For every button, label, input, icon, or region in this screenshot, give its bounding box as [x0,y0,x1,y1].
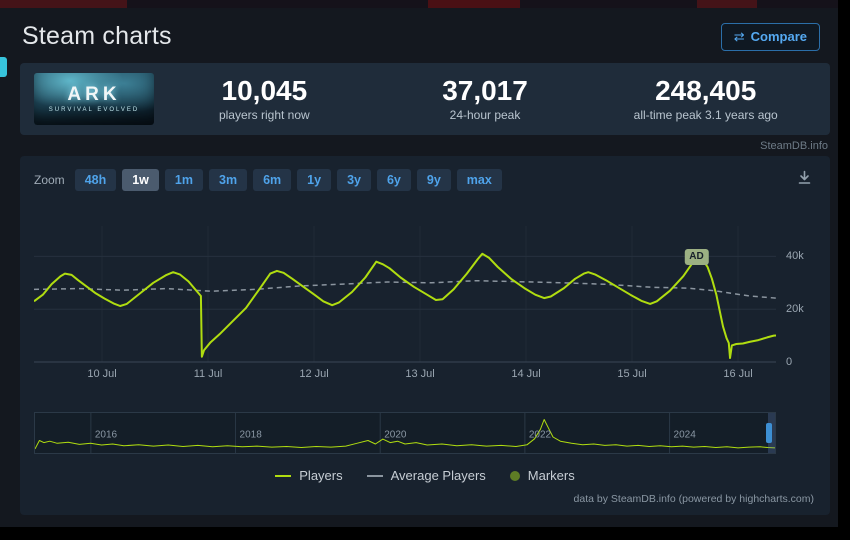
markers-dot-swatch [509,470,520,481]
zoom-buttons: 48h 1w 1m 3m 6m 1y 3y 6y 9y max [74,169,502,191]
legend-markers-label: Markers [527,468,575,483]
browser-artifact [0,0,127,8]
zoom-button-6y[interactable]: 6y [376,169,411,191]
legend-players[interactable]: Players [275,468,343,483]
zoom-button-1w[interactable]: 1w [122,169,159,191]
main-chart-area: AD 10 Jul 11 Jul 12 Jul 13 Jul 14 Jul 15 Jul 1… [34,226,816,388]
page-content: Steam charts ⇄ Compare ARK SURVIVAL EVOL… [20,8,830,515]
stat-current-players: 10,045 players right now [154,74,375,123]
zoom-label: Zoom [34,173,65,187]
zoom-button-6m[interactable]: 6m [253,169,292,191]
left-edge-tab[interactable] [0,57,7,77]
average-line-swatch [366,474,383,477]
browser-artifact [428,0,520,8]
x-axis-label: 10 Jul [87,368,117,380]
players-chart-svg [34,226,776,366]
y-axis-label: 40k [786,250,804,263]
compare-button[interactable]: ⇄ Compare [720,22,820,51]
navigator-svg [35,413,775,453]
navigator-spacer [776,412,816,454]
stat-24h-peak: 37,017 24-hour peak [375,74,596,123]
x-axis-label: 16 Jul [723,368,753,380]
legend-average-label: Average Players [390,468,486,483]
zoom-button-1m[interactable]: 1m [164,169,203,191]
steamdb-page: Steam charts ⇄ Compare ARK SURVIVAL EVOL… [0,0,838,527]
navigator-year-label: 2016 [94,429,118,441]
stat-value-alltime: 248,405 [655,74,757,106]
x-axis-label: 13 Jul [405,368,435,380]
zoom-button-3y[interactable]: 3y [337,169,371,191]
navigator-area: 2016 2018 2020 2022 2024 [34,412,816,454]
navigator-year-label: 2020 [384,429,407,441]
zoom-button-max[interactable]: max [456,169,502,191]
chart-markers-layer: AD [34,226,776,366]
steamdb-watermark: SteamDB.info [760,140,828,152]
main-chart[interactable]: AD 10 Jul 11 Jul 12 Jul 13 Jul 14 Jul 15 Jul 1… [34,226,776,388]
x-axis-label: 14 Jul [511,368,541,380]
x-axis-labels: 10 Jul 11 Jul 12 Jul 13 Jul 14 Jul 15 Jul 16 J… [34,368,776,388]
compare-icon: ⇄ [733,28,745,44]
x-axis-label: 11 Jul [193,368,223,380]
stat-value-current: 10,045 [221,74,308,106]
navigator[interactable]: 2016 2018 2020 2022 2024 [34,412,776,454]
chart-credits: data by SteamDB.info (powered by highcha… [573,493,814,505]
stat-caption-24h: 24-hour peak [449,108,521,123]
navigator-year-label: 2018 [239,429,262,441]
browser-artifact-strip [0,0,838,8]
zoom-button-48h[interactable]: 48h [74,169,117,191]
navigator-year-label: 2022 [528,429,552,441]
download-icon[interactable] [793,168,816,192]
navigator-handle[interactable] [766,423,773,443]
stat-value-24h: 37,017 [442,74,528,106]
x-axis-label: 15 Jul [617,368,647,380]
y-axis-labels: 0 20k 40k [776,226,816,368]
zoom-button-9y[interactable]: 9y [416,169,451,191]
stat-caption-current: players right now [218,108,310,123]
zoom-button-1y[interactable]: 1y [297,169,332,191]
compare-label: Compare [750,29,807,44]
legend-average-players[interactable]: Average Players [366,468,486,483]
game-capsule-image[interactable]: ARK SURVIVAL EVOLVED [34,73,154,125]
stat-caption-alltime: all-time peak 3.1 years ago [633,108,778,123]
zoom-row: Zoom 48h 1w 1m 3m 6m 1y 3y 6y 9y max [34,168,816,192]
x-axis-label: 12 Jul [299,368,329,380]
game-logo-text: ARK [67,84,121,105]
chart-marker-ad[interactable]: AD [684,248,709,265]
browser-artifact [697,0,757,8]
chart-panel: Zoom 48h 1w 1m 3m 6m 1y 3y 6y 9y max AD 10 Jul 11 … [20,156,830,515]
legend-markers[interactable]: Markers [509,468,575,483]
chart-legend: Players Average Players Markers [34,468,816,483]
game-logo-subtitle: SURVIVAL EVOLVED [48,107,140,113]
players-line-swatch [275,474,292,477]
zoom-button-3m[interactable]: 3m [209,169,248,191]
y-axis-label: 20k [786,303,804,316]
y-axis-label: 0 [786,356,793,368]
page-header: Steam charts ⇄ Compare [20,8,830,63]
page-title: Steam charts [22,22,172,50]
stat-alltime-peak: 248,405 all-time peak 3.1 years ago [595,74,816,123]
stats-panel: ARK SURVIVAL EVOLVED 10,045 players righ… [20,63,830,135]
legend-players-label: Players [299,468,343,483]
navigator-year-label: 2024 [673,429,696,441]
